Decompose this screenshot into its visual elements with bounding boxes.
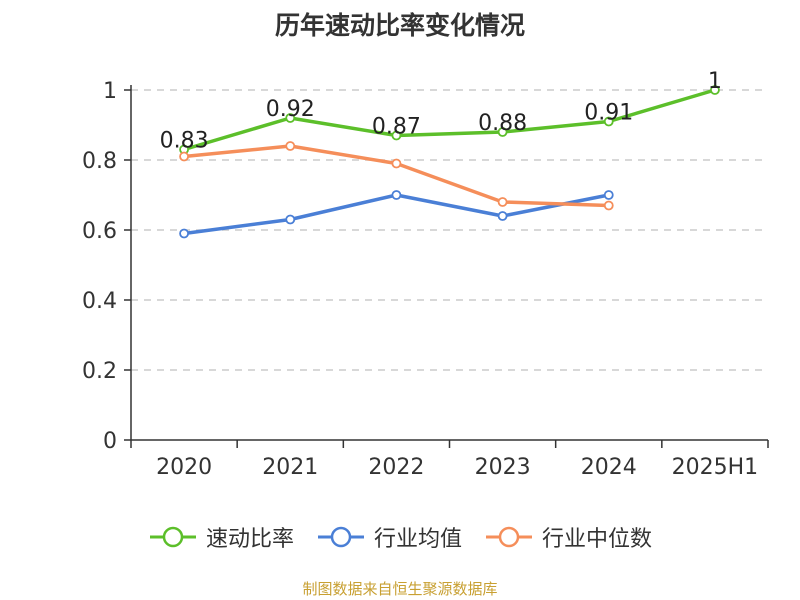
legend-marker xyxy=(330,526,352,548)
data-point xyxy=(285,141,296,151)
legend: 速动比率 行业均值 行业中位数 xyxy=(0,520,800,554)
y-tick-label: 0.6 xyxy=(82,219,117,244)
data-point xyxy=(603,190,614,200)
axes xyxy=(124,85,769,448)
data-label: 0.87 xyxy=(372,115,421,140)
legend-marker xyxy=(162,526,184,548)
series-group xyxy=(179,141,614,211)
data-label: 1 xyxy=(708,69,722,94)
source-note: 制图数据来自恒生聚源数据库 xyxy=(302,580,498,598)
data-point xyxy=(179,228,189,239)
x-tick-label: 2021 xyxy=(262,455,318,480)
data-point xyxy=(497,127,508,137)
data-labels: 0 0.2 0.4 0.6 0.8 1 2020 2021 2022 2023 2024 2025H1… xyxy=(82,69,758,480)
y-tick-label: 1 xyxy=(103,79,117,104)
x-tick-label: 2023 xyxy=(475,455,531,480)
data-label: 0.92 xyxy=(266,97,315,122)
grid-lines xyxy=(131,89,768,371)
series-group xyxy=(179,190,614,239)
legend-swatch xyxy=(486,526,532,548)
data-point xyxy=(603,116,614,127)
legend-label: 速动比率 xyxy=(205,527,294,552)
data-label: 0.88 xyxy=(478,111,527,136)
legend-item[interactable]: 行业均值 xyxy=(316,521,462,553)
y-tick-label: 0.8 xyxy=(82,149,117,174)
legend-label: 行业均值 xyxy=(373,527,462,552)
legend-item[interactable]: 速动比率 xyxy=(148,521,294,553)
series-line xyxy=(183,193,610,236)
data-point xyxy=(391,130,402,141)
data-point xyxy=(497,197,508,207)
x-tick-label: 2024 xyxy=(581,455,637,480)
legend-swatch xyxy=(317,526,364,548)
data-point xyxy=(179,151,189,162)
data-label: 0.83 xyxy=(160,129,209,154)
legend-item[interactable]: 行业中位数 xyxy=(484,521,652,553)
y-tick-label: 0.4 xyxy=(82,289,117,314)
x-tick-label: 2020 xyxy=(156,455,212,480)
data-point xyxy=(285,113,296,123)
x-tick-label: 2025H1 xyxy=(672,455,759,480)
chart-title: 历年速动比率变化情况 xyxy=(274,11,525,40)
data-point xyxy=(391,158,402,169)
data-point xyxy=(603,200,614,211)
data-point xyxy=(497,211,508,221)
legend-marker xyxy=(498,526,520,548)
data-point xyxy=(391,190,402,200)
y-tick-label: 0 xyxy=(103,429,117,454)
legend-label: 行业中位数 xyxy=(542,527,653,552)
data-point xyxy=(710,85,720,95)
series-line xyxy=(183,88,716,152)
y-tick-label: 0.2 xyxy=(82,359,117,384)
x-tick-label: 2022 xyxy=(368,455,424,480)
data-point xyxy=(285,214,296,225)
series-group xyxy=(179,85,720,155)
series xyxy=(179,85,720,239)
legend-swatch xyxy=(149,526,196,548)
data-label: 0.91 xyxy=(584,101,633,126)
